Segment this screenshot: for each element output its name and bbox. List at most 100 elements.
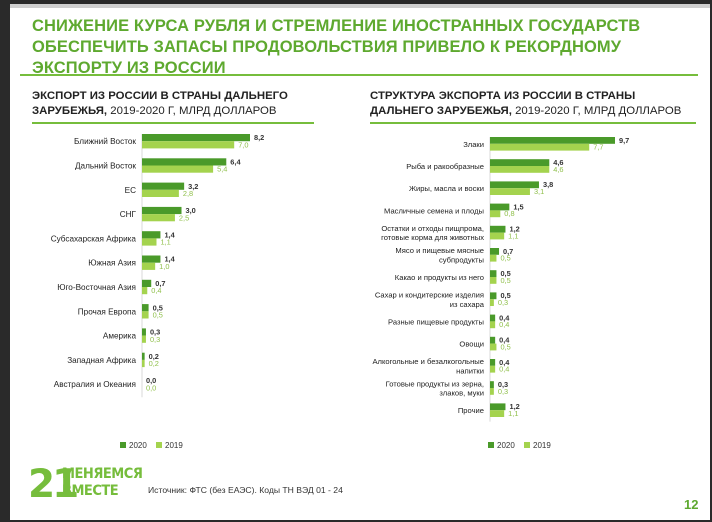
- value-label-2020: 0,5: [500, 291, 510, 300]
- bar-2019: [490, 321, 496, 329]
- category-label: готовые корма для животных: [381, 233, 484, 242]
- bar-2020: [490, 181, 539, 189]
- bar-2020: [142, 134, 250, 142]
- value-label-2020: 1,4: [164, 230, 175, 239]
- logo-text: МЕНЯЕМСЯ ВМЕСТЕ: [62, 466, 143, 500]
- bar-2019: [142, 287, 148, 295]
- value-label-2020: 0,7: [503, 247, 513, 256]
- value-label-2019: 1,1: [508, 409, 518, 418]
- category-label: Готовые продукты из зерна,: [386, 379, 484, 388]
- value-label-2020: 1,2: [509, 402, 519, 411]
- category-label: Жиры, масла и воски: [409, 184, 484, 193]
- value-label-2019: 0,3: [498, 387, 508, 396]
- category-label: Остатки и отходы пищпрома,: [381, 224, 484, 233]
- category-label: Прочая Европа: [78, 307, 137, 316]
- value-label-2020: 0,5: [500, 269, 510, 278]
- bar-2020: [490, 292, 497, 300]
- logo-line-1: МЕНЯЕМСЯ: [62, 466, 143, 482]
- value-label-2019: 0,0: [146, 383, 156, 392]
- bar-2019: [490, 210, 501, 218]
- right-bar-chart: 9,7 7,7 Злаки 4,64,6 Рыба и ракообразные 3,83…: [372, 136, 629, 450]
- value-label-2020: 1,2: [509, 225, 519, 234]
- legend-label-2019: 2019: [533, 441, 551, 450]
- bar-2019: [490, 143, 590, 151]
- category-label: Прочие: [458, 406, 484, 415]
- category-label: Овощи: [459, 340, 484, 349]
- bar-2020: [490, 403, 506, 411]
- legend-label-2020: 2020: [497, 441, 515, 450]
- bar-2020: [490, 225, 506, 233]
- category-label: Ближний Восток: [74, 137, 136, 146]
- category-label: Разные пищевые продукты: [388, 317, 484, 326]
- bar-2020: [490, 248, 500, 255]
- slide: Снижение курса рубля и стремление иностр…: [10, 4, 710, 520]
- bar-2019: [490, 232, 505, 240]
- legend-label-2020: 2020: [129, 441, 147, 450]
- bar-2020: [490, 203, 510, 211]
- category-label: Юго-Восточная Азия: [57, 283, 136, 292]
- value-label-2019: 0,5: [153, 311, 163, 320]
- left-chart-title-rest: 2019-2020 г, млрд долларов: [107, 105, 277, 117]
- bar-2020: [490, 159, 550, 166]
- value-label-2019: 1,1: [508, 231, 518, 240]
- category-label: Австралия и Океания: [54, 380, 136, 389]
- value-label-2020: 0,7: [155, 279, 165, 288]
- top-bar: [10, 4, 710, 8]
- category-label: Алкогольные и безалкогольные: [372, 357, 484, 366]
- bar-2020: [490, 137, 615, 144]
- legend-label-2019: 2019: [165, 441, 183, 450]
- bar-2019: [142, 165, 214, 173]
- bar-2020: [142, 158, 227, 166]
- value-label-2020: 0,4: [499, 358, 510, 367]
- bar-2019: [490, 410, 505, 417]
- legend-swatch-2020: [488, 442, 494, 448]
- bar-2020: [490, 270, 497, 277]
- title-divider: [20, 74, 698, 76]
- value-label-2019: 0,5: [500, 342, 510, 351]
- category-label: напитки: [456, 366, 484, 375]
- value-label-2020: 8,2: [254, 133, 264, 142]
- value-label-2020: 3,0: [186, 206, 196, 215]
- bar-2019: [142, 311, 149, 319]
- bar-2019: [142, 214, 175, 222]
- bar-2019: [490, 343, 497, 351]
- category-label: Злаки: [463, 140, 484, 149]
- category-label: субпродукты: [439, 255, 484, 264]
- category-label: Дальний Восток: [75, 162, 136, 171]
- value-label-2020: 4,6: [553, 158, 563, 167]
- bar-2020: [142, 328, 146, 336]
- category-label: Западная Африка: [67, 356, 136, 365]
- category-label: Сахар и кондитерские изделия: [375, 291, 484, 300]
- value-label-2019: 3,1: [534, 187, 544, 196]
- value-label-2020: 1,5: [513, 202, 523, 211]
- page-number: 12: [684, 497, 699, 512]
- value-label-2019: 2,5: [179, 213, 189, 222]
- value-label-2019: 1,0: [159, 262, 169, 271]
- right-chart-title-bold: Структура экспорта из России в страны да…: [370, 90, 636, 117]
- value-label-2020: 0,4: [499, 313, 510, 322]
- logo-line-2: ВМЕСТЕ: [62, 483, 119, 499]
- value-label-2020: 0,3: [150, 328, 160, 337]
- legend-swatch-2020: [120, 442, 126, 448]
- legend-swatch-2019: [524, 442, 530, 448]
- value-label-2019: 5,4: [217, 165, 227, 174]
- value-label-2019: 2,8: [183, 189, 193, 198]
- bar-2019: [490, 188, 530, 195]
- logo-number: 21: [28, 462, 79, 507]
- category-label: Южная Азия: [88, 259, 136, 268]
- bar-2019: [142, 335, 146, 343]
- category-label: ЕС: [125, 186, 136, 195]
- value-label-2020: 9,7: [619, 136, 629, 145]
- value-label-2019: 0,5: [500, 254, 510, 263]
- bar-2019: [142, 359, 145, 368]
- value-label-2019: 0,8: [504, 209, 514, 218]
- value-label-2020: 3,8: [543, 180, 553, 189]
- left-chart-underline: [32, 122, 314, 124]
- legend-swatch-2019: [156, 442, 162, 448]
- left-chart-title: Экспорт из России в страны дальнего зару…: [32, 89, 332, 119]
- value-label-2019: 0,4: [499, 365, 509, 374]
- value-label-2020: 0,3: [498, 380, 508, 389]
- value-label-2020: 3,2: [188, 182, 198, 191]
- bar-2020: [142, 279, 152, 287]
- bar-2019: [490, 166, 550, 173]
